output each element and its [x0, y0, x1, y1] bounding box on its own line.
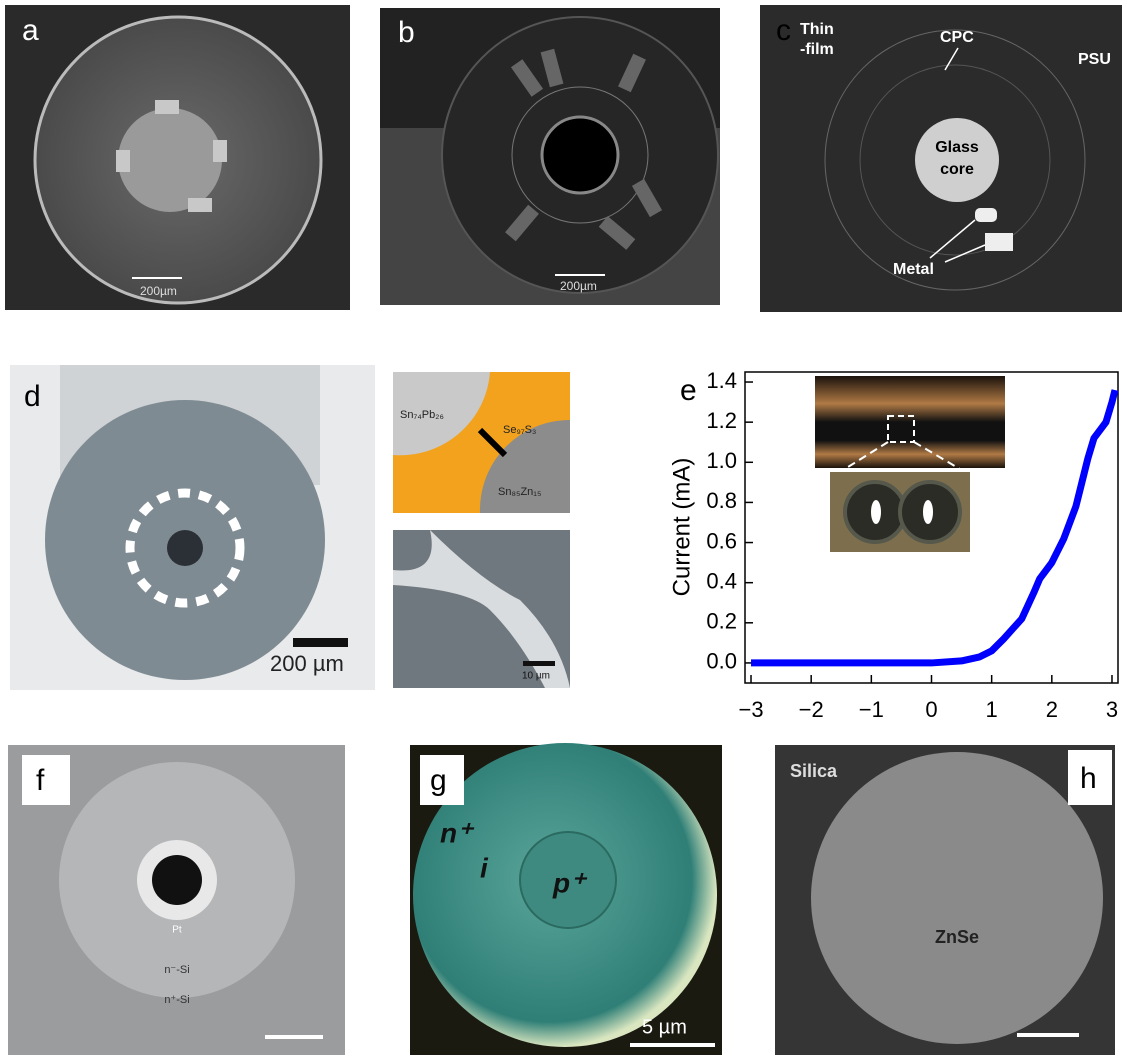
electrode: [188, 198, 212, 212]
x-tick-label: −1: [859, 697, 884, 722]
layer-label: n⁻-Si: [164, 964, 189, 976]
x-tick-label: 1: [986, 697, 998, 722]
x-tick-label: 3: [1106, 697, 1118, 722]
core: [152, 855, 202, 905]
annotation: Thin: [800, 21, 834, 38]
scale-bar: [1017, 1033, 1079, 1037]
electrode: [213, 140, 227, 162]
figure: a 200µm b 200µm c Thin -film CPC PSU Gla…: [0, 0, 1127, 1059]
layer-label: Pt: [172, 925, 182, 936]
electrode: [155, 100, 179, 114]
annotation: -film: [800, 41, 834, 58]
annotation: Glass: [935, 139, 979, 156]
annotation: PSU: [1078, 51, 1111, 68]
panel-label: b: [398, 16, 415, 49]
fiber: [811, 752, 1103, 1044]
y-tick-label: 0.4: [706, 568, 737, 593]
scale-bar-label: 200µm: [140, 284, 177, 298]
y-tick-label: 0.6: [706, 528, 737, 553]
annotation: core: [940, 161, 974, 178]
scale-bar-label: 200 µm: [270, 651, 344, 676]
annotation: Metal: [893, 261, 934, 278]
electrode: [116, 150, 130, 172]
annotation: CPC: [940, 29, 974, 46]
hollow-core: [542, 117, 618, 193]
panel-label: e: [680, 374, 697, 407]
scale-bar-label: 5 µm: [642, 1016, 687, 1038]
material-label: ZnSe: [935, 927, 979, 947]
core: [871, 500, 881, 524]
x-tick-label: −3: [738, 697, 763, 722]
metal: [985, 233, 1013, 251]
glass-core: [915, 118, 999, 202]
material-label: Sn₇₄Pb₂₆: [400, 409, 444, 421]
scale-bar-label: 10 µm: [522, 671, 550, 682]
y-tick-label: 1.4: [706, 368, 737, 393]
x-tick-label: −2: [799, 697, 824, 722]
core: [923, 500, 933, 524]
y-tick-label: 0.0: [706, 649, 737, 674]
x-tick-label: 2: [1046, 697, 1058, 722]
material-label: Sn₈₅Zn₁₅: [498, 486, 541, 498]
panel-label: g: [430, 764, 447, 797]
panel-label: h: [1080, 762, 1097, 795]
y-tick-label: 1.2: [706, 408, 737, 433]
layer-label: n⁺: [440, 817, 475, 848]
panel-label: f: [36, 764, 45, 797]
page: a 200µm b 200µm c Thin -film CPC PSU Gla…: [0, 0, 1127, 1059]
y-tick-label: 0.8: [706, 488, 737, 513]
layer-label: i: [480, 852, 489, 883]
scale-bar: [523, 661, 555, 666]
metal: [975, 208, 997, 222]
panel-label: c: [776, 14, 791, 47]
inset-photo: [815, 376, 1005, 468]
scale-bar: [293, 638, 348, 647]
scale-bar: [265, 1035, 323, 1039]
label-box: [22, 755, 70, 805]
core: [118, 108, 222, 212]
y-axis-label: Current (mA): [668, 458, 695, 597]
panel-label: a: [22, 14, 39, 47]
scale-bar: [630, 1043, 715, 1047]
y-tick-label: 0.2: [706, 609, 737, 634]
material-label: Se₉₇S₃: [503, 424, 536, 436]
material-label: Silica: [790, 761, 838, 781]
layer-label: p⁺: [552, 867, 588, 898]
y-tick-label: 1.0: [706, 448, 737, 473]
layer-label: n⁺-Si: [164, 994, 189, 1006]
hollow-core: [167, 530, 203, 566]
scale-bar-label: 200µm: [560, 279, 597, 293]
panel-label: d: [24, 380, 41, 413]
x-tick-label: 0: [925, 697, 937, 722]
